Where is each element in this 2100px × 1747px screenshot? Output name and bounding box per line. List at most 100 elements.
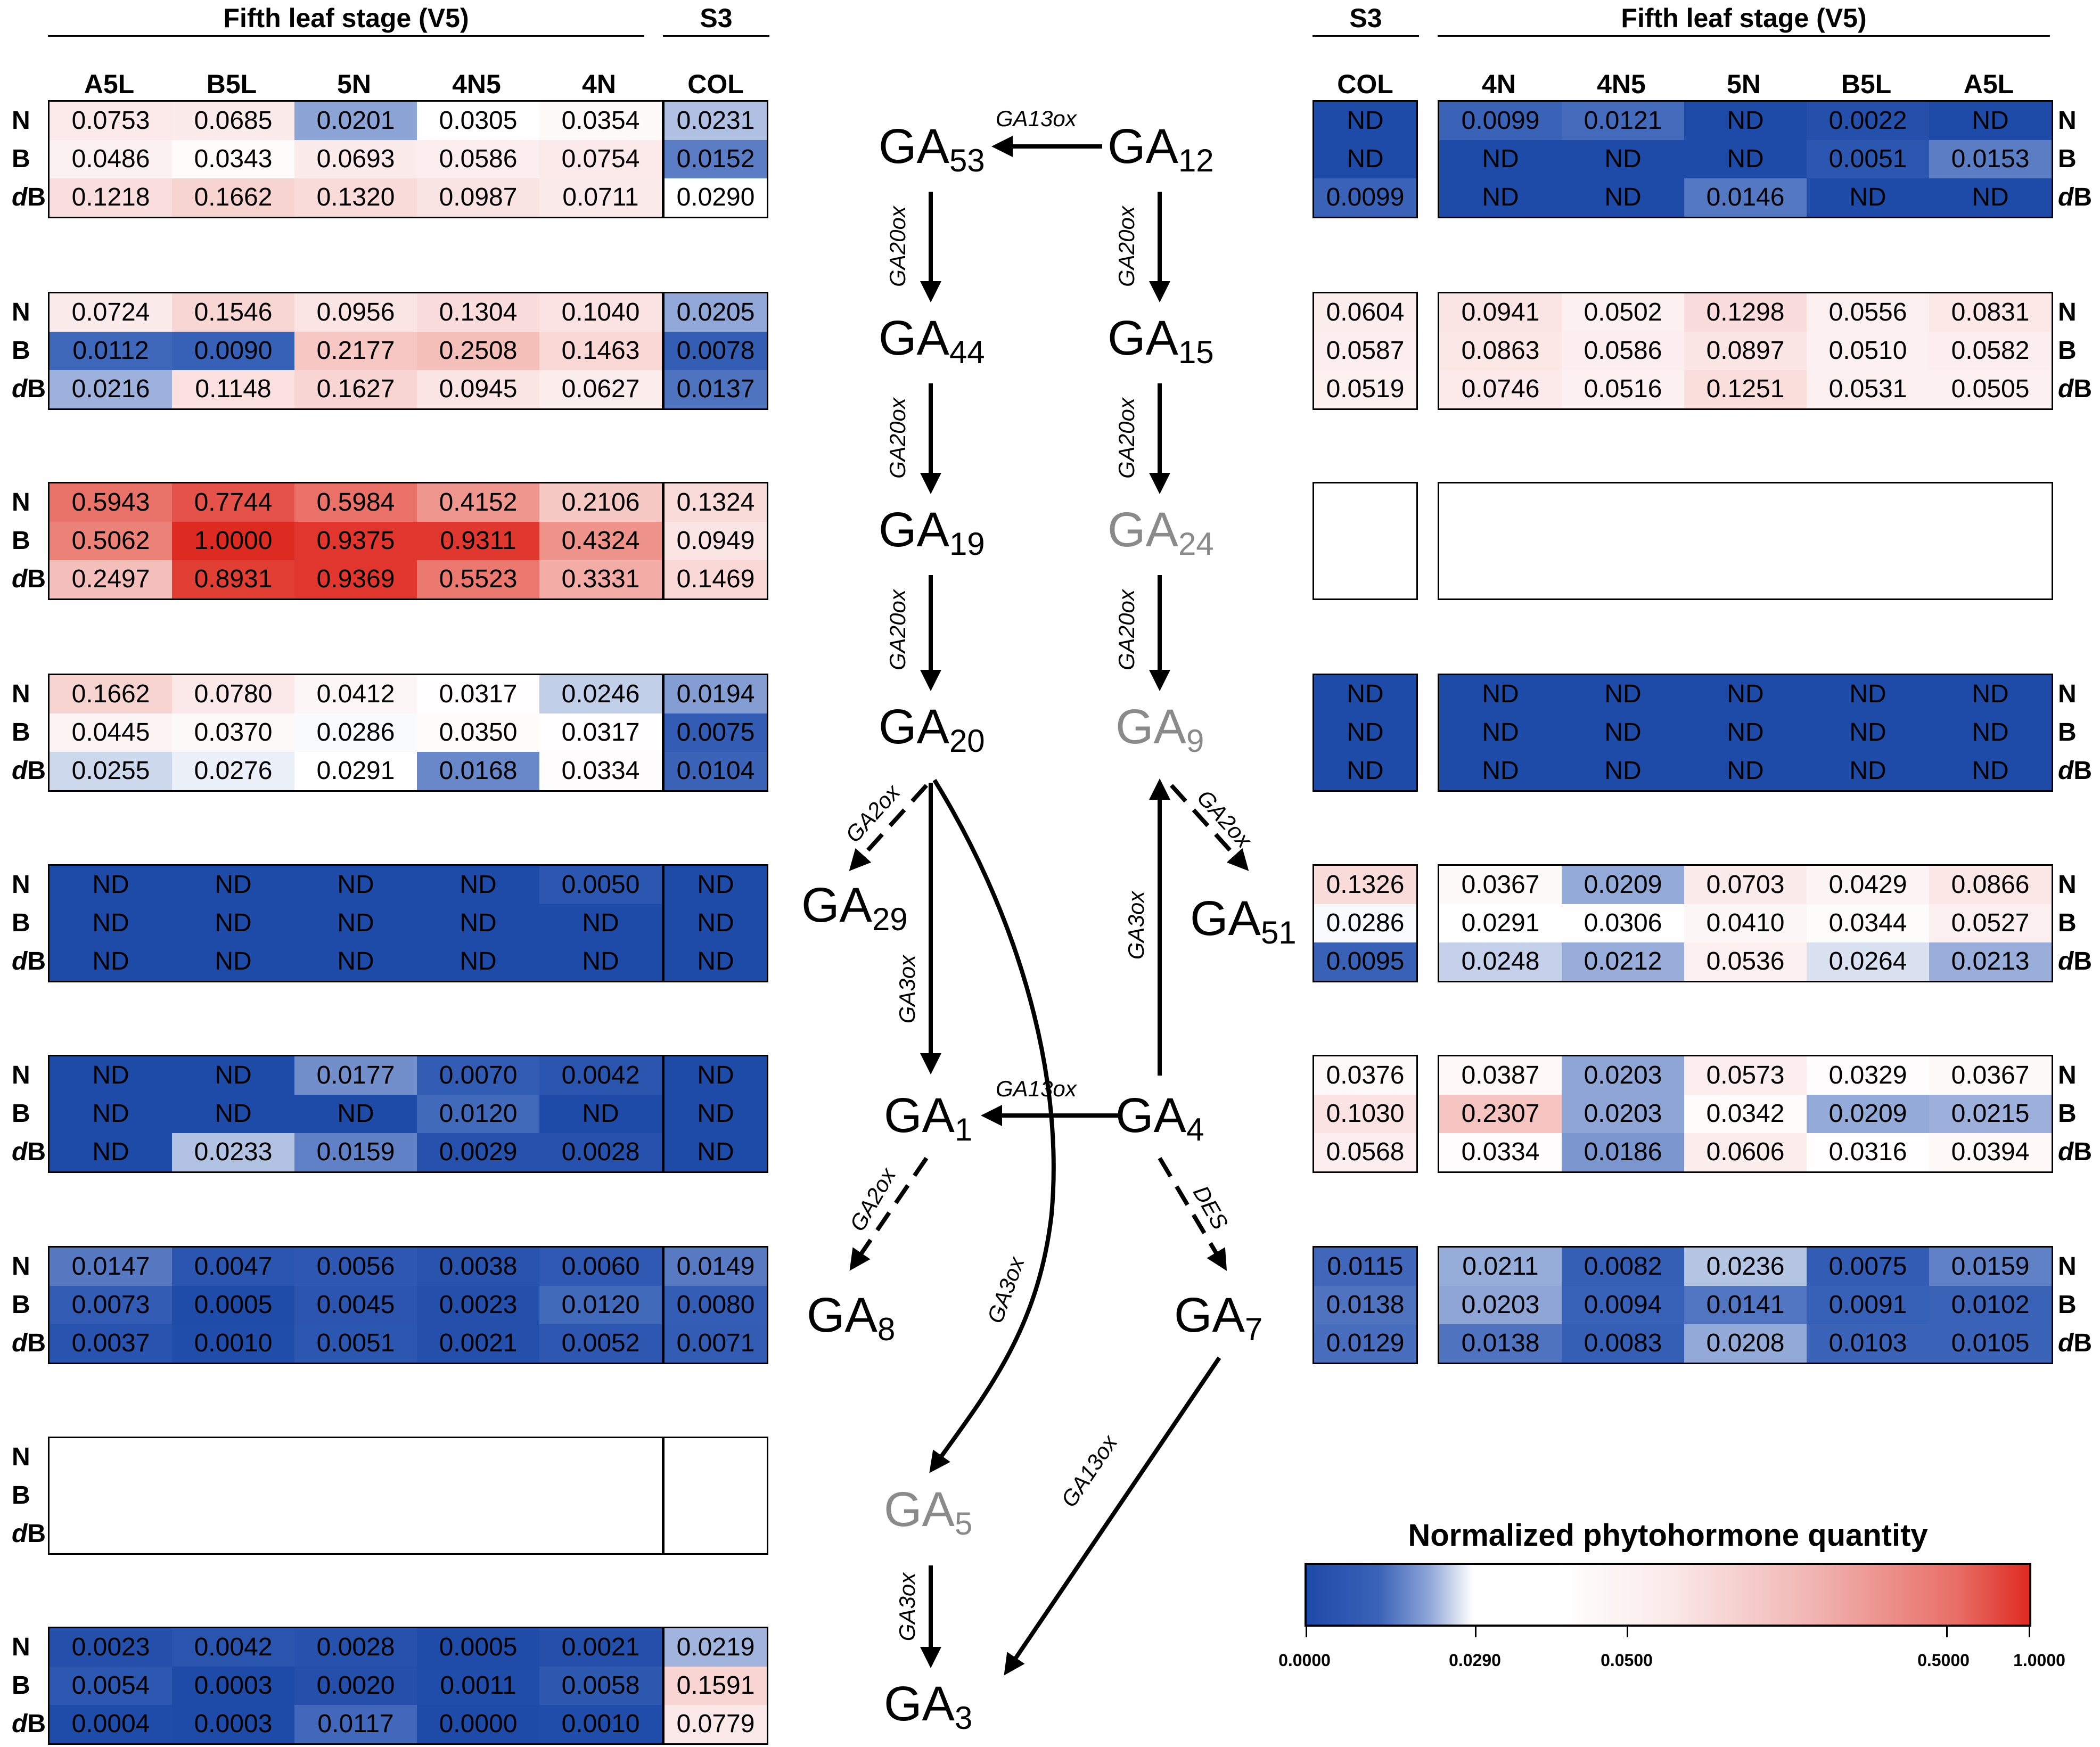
- heatmap-cell: 0.0091: [1807, 1286, 1929, 1324]
- left-row-label: dB: [12, 183, 46, 211]
- heatmap-cell: 0.8931: [172, 560, 294, 598]
- heatmap-cell: 0.5984: [294, 483, 417, 522]
- heatmap-cell: ND: [1439, 752, 1562, 790]
- left-row-label: N: [12, 1443, 30, 1471]
- heatmap-cell: 0.0211: [1439, 1248, 1562, 1286]
- heatmap-cell: 0.0505: [1929, 370, 2052, 408]
- heatmap-cell: ND: [1929, 178, 2052, 217]
- heatmap-cell: ND: [665, 942, 767, 981]
- heatmap-cell: ND: [417, 942, 539, 981]
- legend-tick-label: 1.0000: [2013, 1651, 2065, 1670]
- heatmap-cell: 0.0343: [172, 140, 294, 178]
- heatmap-cell: ND: [1684, 102, 1807, 140]
- heatmap-cell: 0.0103: [1807, 1324, 1929, 1363]
- heatmap-cell: 0.2508: [417, 332, 539, 370]
- heatmap-cell: ND: [294, 1095, 417, 1133]
- heatmap-cell: ND: [1929, 713, 2052, 752]
- heatmap-cell: 0.0146: [1684, 178, 1807, 217]
- heatmap-cell: 0.0342: [1684, 1095, 1807, 1133]
- heatmap-cell: 0.0080: [665, 1286, 767, 1324]
- heatmap-cell: 0.0276: [172, 752, 294, 790]
- heatmap-cell: 0.0010: [539, 1705, 662, 1743]
- heatmap-cell: 0.0866: [1929, 866, 2052, 904]
- legend-tick-label: 0.0290: [1449, 1651, 1501, 1670]
- heatmap-cell: ND: [1562, 140, 1684, 178]
- heatmap-cell: 0.1662: [172, 178, 294, 217]
- heatmap-cell: 0.0058: [539, 1667, 662, 1705]
- heatmap-cell: 0.0410: [1684, 904, 1807, 942]
- heatmap-cell: 0.0000: [417, 1705, 539, 1743]
- right-row-label: dB: [2058, 375, 2092, 403]
- heatmap-cell: 0.1627: [294, 370, 417, 408]
- heatmap-cell: 0.0051: [1807, 140, 1929, 178]
- heatmap-cell: 0.0780: [172, 675, 294, 713]
- heatmap-cell: 0.0045: [294, 1286, 417, 1324]
- node-ga9: GA9: [1115, 700, 1204, 759]
- heatmap-cell: ND: [539, 1095, 662, 1133]
- heatmap-cell: 0.1463: [539, 332, 662, 370]
- heatmap-cell: ND: [1439, 713, 1562, 752]
- heatmap-cell: 0.0587: [1314, 332, 1416, 370]
- heatmap-cell: 0.1298: [1684, 293, 1807, 332]
- heatmap-cell: 0.1030: [1314, 1095, 1416, 1133]
- heatmap-cell: 0.1662: [50, 675, 172, 713]
- heatmap-cell: ND: [1684, 752, 1807, 790]
- left-col-heatmap: 0.0219 0.1591 0.0779: [663, 1627, 768, 1745]
- right-row-label: B: [2058, 909, 2077, 937]
- left-column-header: 4N: [582, 69, 616, 99]
- node-ga8: GA8: [807, 1288, 896, 1347]
- heatmap-cell: 0.0264: [1807, 942, 1929, 981]
- right-row-label: dB: [2058, 1138, 2092, 1166]
- left-row-label: N: [12, 488, 30, 516]
- heatmap-cell: ND: [172, 1056, 294, 1095]
- enzyme-label: GA20ox: [1113, 398, 1139, 479]
- heatmap-cell: 0.0627: [539, 370, 662, 408]
- heatmap-cell: 0.0052: [539, 1324, 662, 1363]
- left-row-label: dB: [12, 1520, 46, 1548]
- right-row-label: B: [2058, 145, 2077, 173]
- heatmap-cell: 0.0038: [417, 1248, 539, 1286]
- heatmap-cell: 0.0203: [1562, 1095, 1684, 1133]
- heatmap-cell: ND: [1439, 178, 1562, 217]
- heatmap-cell: 0.0203: [1439, 1286, 1562, 1324]
- heatmap-cell: 0.0208: [1684, 1324, 1807, 1363]
- heatmap-cell: ND: [1439, 140, 1562, 178]
- enzyme-label: GA3ox: [895, 955, 920, 1024]
- heatmap-cell: 0.0078: [665, 332, 767, 370]
- right-col-heatmap: ND ND ND: [1312, 674, 1418, 792]
- heatmap-cell: 0.0945: [417, 370, 539, 408]
- right-column-header: B5L: [1841, 69, 1892, 99]
- left-col-heatmap: 0.0194 0.0075 0.0104: [663, 674, 768, 792]
- legend-tickmark: [1306, 1627, 1307, 1637]
- heatmap-cell: 0.2307: [1439, 1095, 1562, 1133]
- arrow-ga9-ga51: [1170, 784, 1249, 871]
- heatmap-cell: 0.0897: [1684, 332, 1807, 370]
- heatmap-cell: 0.0527: [1929, 904, 2052, 942]
- left-v5-heatmap: 0.0147 0.0047 0.0056 0.0038 0.0060 0.0073 0.00…: [48, 1246, 663, 1364]
- node-ga44: GA44: [879, 311, 985, 370]
- left-row-label: dB: [12, 947, 46, 975]
- left-row-label: N: [12, 680, 30, 708]
- heatmap-cell: 0.0022: [1807, 102, 1929, 140]
- arrow-ga1-ga8: [849, 1157, 929, 1271]
- heatmap-cell: 0.0212: [1562, 942, 1684, 981]
- right-col-heatmap: 0.1326 0.0286 0.0095: [1312, 864, 1418, 982]
- right-row-label: B: [2058, 718, 2077, 747]
- heatmap-cell: 0.0120: [539, 1286, 662, 1324]
- left-v5-heatmap: 0.1662 0.0780 0.0412 0.0317 0.0246 0.0445 0.03…: [48, 674, 663, 792]
- legend-tick-label: 0.0500: [1601, 1651, 1653, 1670]
- heatmap-cell: 0.0023: [417, 1286, 539, 1324]
- heatmap-cell: 0.0029: [417, 1133, 539, 1171]
- left-row-label: dB: [12, 1329, 46, 1357]
- heatmap-cell: 0.1251: [1684, 370, 1807, 408]
- heatmap-cell: ND: [665, 904, 767, 942]
- heatmap-cell: 0.0073: [50, 1286, 172, 1324]
- heatmap-cell: 0.1304: [417, 293, 539, 332]
- heatmap-cell: ND: [1314, 675, 1416, 713]
- left-row-label: B: [12, 145, 30, 173]
- legend-tick-label: 0.5000: [1917, 1651, 1970, 1670]
- heatmap-cell: ND: [1314, 713, 1416, 752]
- arrow-ga4-ga7: [1158, 1157, 1227, 1271]
- left-row-label: dB: [12, 375, 46, 403]
